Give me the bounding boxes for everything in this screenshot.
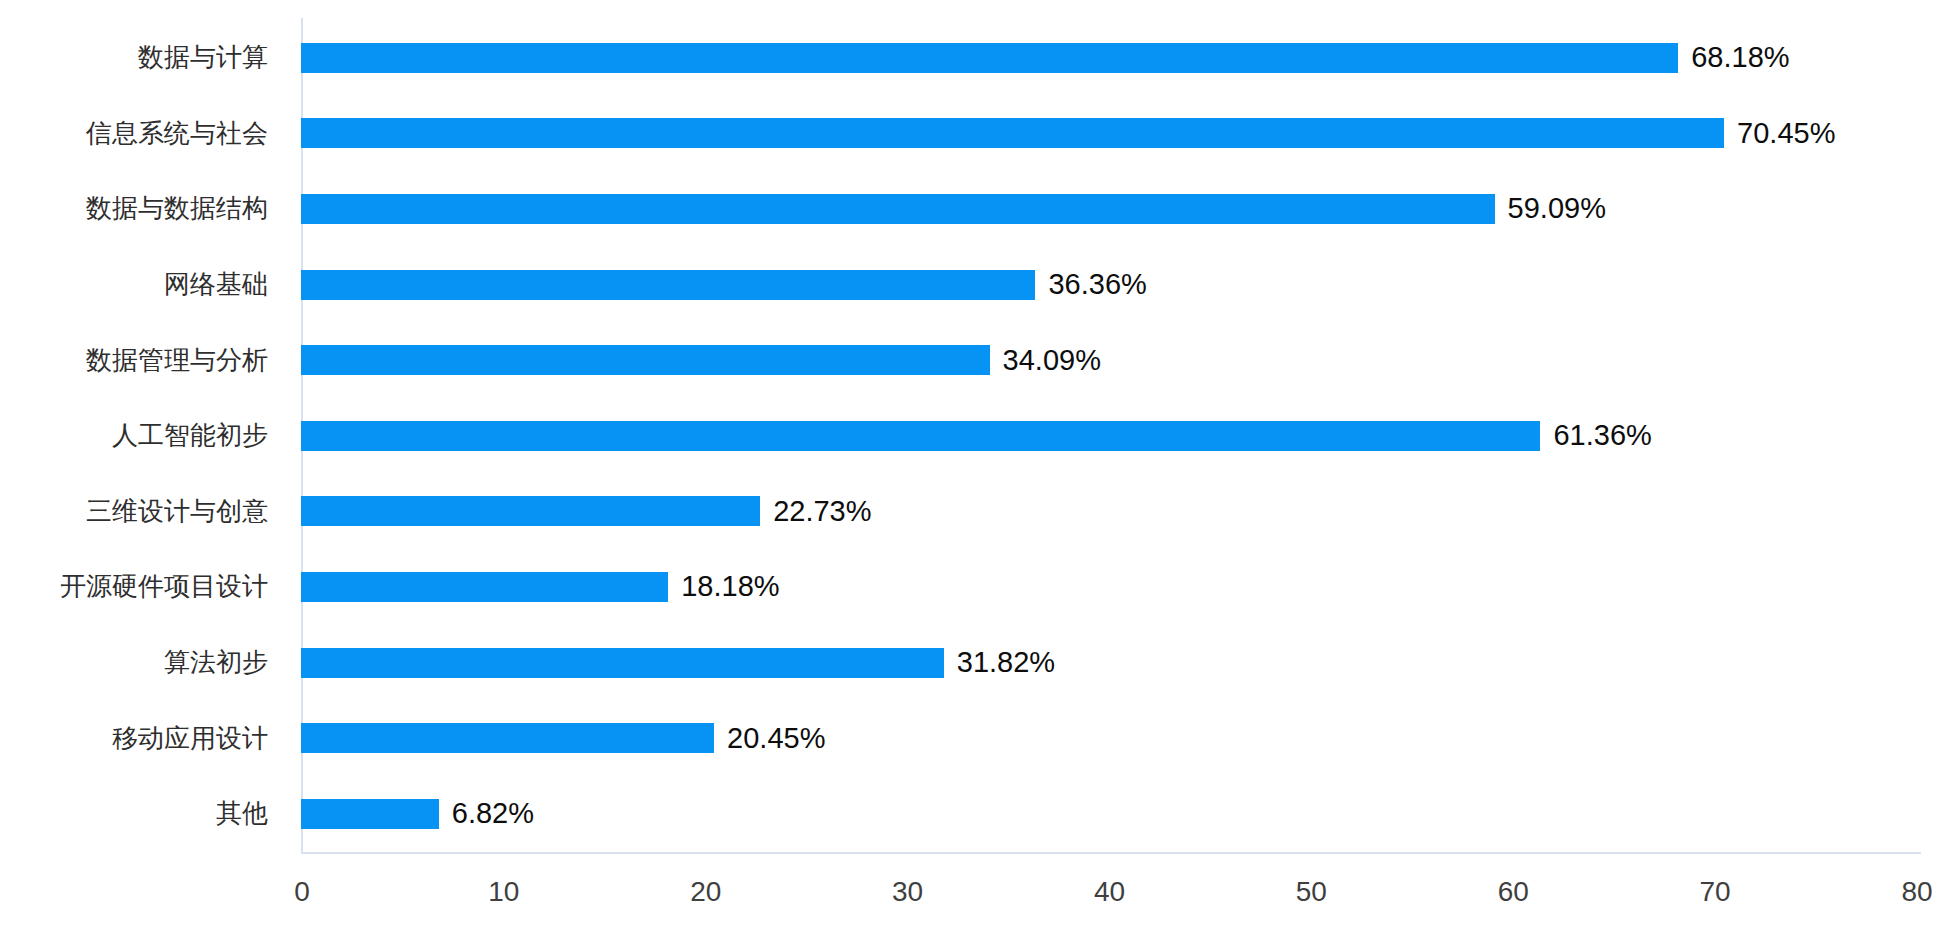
bar-track: 59.09% [301,171,1917,247]
chart-row: 网络基础 36.36% [0,247,1917,323]
bar [301,194,1495,224]
value-label: 6.82% [452,797,534,830]
category-label: 开源硬件项目设计 [0,569,301,604]
value-label: 36.36% [1048,268,1146,301]
value-label: 18.18% [681,570,779,603]
bar-track: 61.36% [301,398,1917,474]
bar [301,496,760,526]
x-tick-label: 80 [1901,870,1932,914]
bar [301,799,439,829]
chart-row: 其他 6.82% [0,776,1917,852]
bar [301,345,990,375]
x-tick-label: 40 [1094,870,1125,914]
x-tick-label: 20 [690,870,721,914]
bar [301,270,1035,300]
bar [301,43,1678,73]
category-label: 人工智能初步 [0,418,301,453]
x-tick-label: 30 [892,870,923,914]
value-label: 59.09% [1508,192,1606,225]
chart-row: 三维设计与创意 22.73% [0,474,1917,550]
x-tick-label: 10 [488,870,519,914]
category-label: 移动应用设计 [0,721,301,756]
chart-row: 数据管理与分析 34.09% [0,322,1917,398]
category-label: 三维设计与创意 [0,494,301,529]
horizontal-bar-chart: 数据与计算 68.18% 信息系统与社会 70.45% 数据与数据结构 59.0… [0,0,1954,929]
chart-row: 人工智能初步 61.36% [0,398,1917,474]
bar-track: 20.45% [301,700,1917,776]
category-label: 数据管理与分析 [0,343,301,378]
bar-track: 34.09% [301,322,1917,398]
bar-track: 31.82% [301,625,1917,701]
chart-row: 数据与计算 68.18% [0,20,1917,96]
category-label: 其他 [0,796,301,831]
bar-track: 36.36% [301,247,1917,323]
category-label: 数据与数据结构 [0,191,301,226]
x-tick-label: 60 [1498,870,1529,914]
x-tick-label: 70 [1700,870,1731,914]
chart-row: 移动应用设计 20.45% [0,700,1917,776]
bar-track: 70.45% [301,96,1917,172]
value-label: 70.45% [1737,117,1835,150]
bar [301,421,1540,451]
x-axis-ticks: 01020304050607080 [302,870,1917,914]
bar [301,572,668,602]
x-tick-label: 50 [1296,870,1327,914]
chart-row: 信息系统与社会 70.45% [0,96,1917,172]
category-label: 算法初步 [0,645,301,680]
bar [301,118,1724,148]
value-label: 68.18% [1691,41,1789,74]
chart-row: 算法初步 31.82% [0,625,1917,701]
bar-track: 68.18% [301,20,1917,96]
chart-row: 数据与数据结构 59.09% [0,171,1917,247]
category-label: 网络基础 [0,267,301,302]
value-label: 61.36% [1553,419,1651,452]
bar [301,648,944,678]
x-tick-label: 0 [294,870,310,914]
bar-track: 22.73% [301,474,1917,550]
category-label: 数据与计算 [0,40,301,75]
chart-rows: 数据与计算 68.18% 信息系统与社会 70.45% 数据与数据结构 59.0… [0,20,1917,852]
value-label: 31.82% [957,646,1055,679]
chart-row: 开源硬件项目设计 18.18% [0,549,1917,625]
bar-track: 18.18% [301,549,1917,625]
value-label: 34.09% [1003,344,1101,377]
bar [301,723,714,753]
value-label: 20.45% [727,722,825,755]
value-label: 22.73% [773,495,871,528]
category-label: 信息系统与社会 [0,116,301,151]
x-axis-line [301,852,1921,854]
bar-track: 6.82% [301,776,1917,852]
